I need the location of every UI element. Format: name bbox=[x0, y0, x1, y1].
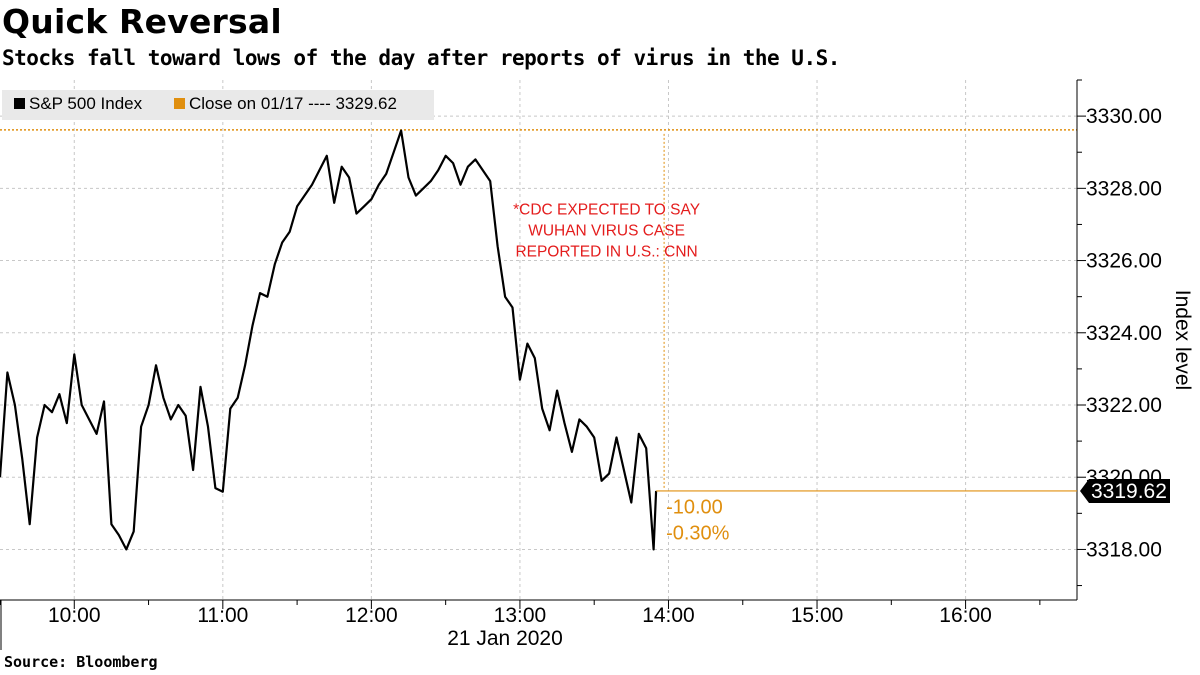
last-value-badge bbox=[1080, 478, 1170, 503]
chart-title: Quick Reversal bbox=[2, 2, 282, 41]
change-label: -10.00 bbox=[666, 496, 723, 518]
x-tick-label: 16:00 bbox=[939, 604, 992, 627]
series-layer bbox=[0, 129, 658, 551]
annotation-line: REPORTED IN U.S.: CNN bbox=[515, 243, 697, 260]
y-tick-label: 3324.00 bbox=[1086, 322, 1162, 345]
legend-swatch-close bbox=[174, 98, 185, 109]
series-line-sp500 bbox=[0, 129, 658, 551]
y-tick-label: 3330.00 bbox=[1086, 105, 1162, 128]
x-tick-label: 15:00 bbox=[791, 604, 844, 627]
legend[interactable]: S&P 500 Index Close on 01/17 ---- 3329.62 bbox=[2, 90, 434, 120]
x-tick-label: 12:00 bbox=[345, 604, 398, 627]
chart-subtitle: Stocks fall toward lows of the day after… bbox=[2, 46, 840, 70]
last-value-label: 3319.62 bbox=[1091, 480, 1167, 503]
annotation-line: *CDC EXPECTED TO SAY bbox=[513, 201, 700, 218]
chart-labels: 3319.62 -10.00 -0.30% *CDC EXPECTED TO SAY W… bbox=[513, 133, 1170, 544]
annotation-line: WUHAN VIRUS CASE bbox=[528, 222, 685, 239]
legend-label-sp500: S&P 500 Index bbox=[29, 94, 143, 113]
axes: 10:00 11:00 12:00 13:00 14:00 15:00 16:00 3318.… bbox=[0, 79, 1194, 650]
legend-swatch-sp500 bbox=[14, 98, 25, 109]
x-tick-label: 11:00 bbox=[197, 604, 248, 627]
x-tick-label: 10:00 bbox=[48, 604, 101, 627]
grid-lines bbox=[0, 80, 1077, 600]
y-tick-label: 3322.00 bbox=[1086, 394, 1162, 417]
x-tick-label: 14:00 bbox=[642, 604, 695, 627]
source-note: Source: Bloomberg bbox=[4, 653, 158, 671]
legend-label-close: Close on 01/17 ---- 3329.62 bbox=[189, 94, 397, 113]
y-axis-title: Index level bbox=[1171, 290, 1194, 390]
y-tick-label: 3328.00 bbox=[1086, 177, 1162, 200]
y-tick-label: 3318.00 bbox=[1086, 538, 1162, 561]
x-tick-label: 13:00 bbox=[494, 604, 547, 627]
x-axis-title: 21 Jan 2020 bbox=[447, 627, 563, 650]
legend-background bbox=[2, 90, 434, 120]
y-tick-label: 3326.00 bbox=[1086, 250, 1162, 273]
change-label: -0.30% bbox=[666, 522, 730, 544]
